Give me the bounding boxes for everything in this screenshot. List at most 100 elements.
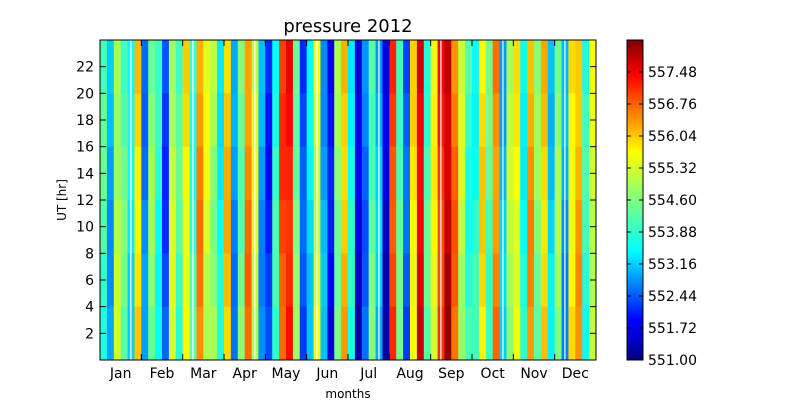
y-tick-label: 20 bbox=[76, 86, 94, 102]
heatmap-cell bbox=[465, 253, 473, 308]
heatmap-cell bbox=[492, 40, 501, 94]
y-tick-label: 16 bbox=[76, 140, 94, 156]
heatmap-cell bbox=[141, 200, 149, 254]
heatmap-cell bbox=[534, 200, 542, 254]
heatmap-cell bbox=[148, 306, 156, 360]
heatmap-cell bbox=[492, 306, 501, 360]
y-tick-label: 22 bbox=[76, 60, 94, 76]
heatmap-cell bbox=[568, 253, 576, 308]
heatmap-cell bbox=[155, 146, 163, 201]
heatmap-cell bbox=[430, 253, 439, 308]
heatmap-cell bbox=[465, 306, 473, 360]
x-tick-label: Apr bbox=[233, 366, 257, 382]
heatmap-cell bbox=[244, 40, 253, 94]
heatmap-cell bbox=[134, 306, 142, 360]
heatmap-cell bbox=[410, 253, 418, 308]
colorbar-tick-label: 551.00 bbox=[648, 353, 697, 369]
heatmap-cell bbox=[113, 146, 122, 201]
heatmap-cell bbox=[506, 306, 514, 360]
heatmap-cell bbox=[348, 146, 356, 201]
missing-data-gap bbox=[316, 40, 318, 360]
heatmap-cell bbox=[334, 146, 342, 201]
heatmap-cell bbox=[472, 306, 480, 360]
heatmap-cell bbox=[320, 146, 328, 201]
heatmap-cell bbox=[389, 146, 397, 201]
heatmap-cell bbox=[520, 40, 528, 94]
heatmap-cell bbox=[162, 40, 170, 94]
heatmap-cell bbox=[492, 93, 501, 148]
heatmap-cell bbox=[423, 40, 432, 94]
heatmap-cell bbox=[423, 306, 432, 360]
heatmap-cell bbox=[547, 200, 556, 254]
heatmap-cell bbox=[547, 306, 556, 360]
x-tick-label: Oct bbox=[481, 366, 506, 382]
heatmap-cell bbox=[162, 146, 170, 201]
heatmap-cell bbox=[389, 40, 397, 94]
heatmap-cell bbox=[106, 93, 115, 148]
heatmap-cell bbox=[230, 306, 239, 360]
heatmap-cell bbox=[224, 253, 232, 308]
heatmap-cell bbox=[540, 200, 549, 254]
heatmap-cell bbox=[520, 146, 528, 201]
heatmap-cell bbox=[492, 200, 501, 254]
heatmap-cell bbox=[196, 93, 204, 148]
colorbar-axis: 551.00 551.72 552.44 553.16 553.88 554.60 555.… bbox=[627, 65, 697, 369]
heatmap-cell bbox=[292, 146, 301, 201]
heatmap-cell bbox=[162, 306, 170, 360]
heatmap-cell bbox=[348, 93, 356, 148]
heatmap-cell bbox=[217, 253, 225, 308]
heatmap-cell bbox=[299, 306, 308, 360]
heatmap-cell bbox=[155, 40, 163, 94]
heatmap-cell bbox=[582, 306, 590, 360]
heatmap-cell bbox=[148, 93, 156, 148]
heatmap-cell bbox=[155, 306, 163, 360]
y-tick-label: 6 bbox=[85, 273, 94, 289]
heatmap-cell bbox=[554, 306, 563, 360]
heatmap-cell bbox=[141, 146, 149, 201]
colorbar-tick-label: 553.88 bbox=[648, 225, 697, 241]
heatmap-cell bbox=[320, 253, 328, 308]
heatmap-cell bbox=[292, 200, 301, 254]
heatmap-cell bbox=[182, 146, 191, 201]
heatmap-cell bbox=[182, 306, 191, 360]
heatmap-cell bbox=[513, 146, 521, 201]
heatmap-cell bbox=[106, 306, 115, 360]
heatmap-cell bbox=[534, 40, 542, 94]
heatmap-cell bbox=[382, 146, 390, 201]
heatmap-cell bbox=[106, 200, 115, 254]
heatmap-cell bbox=[230, 93, 239, 148]
heatmap-cell bbox=[348, 200, 356, 254]
x-tick-label: Jan bbox=[109, 366, 132, 382]
heatmap-cell bbox=[540, 253, 549, 308]
heatmap-cell bbox=[286, 200, 294, 254]
heatmap-cell bbox=[162, 253, 170, 308]
heatmap-cell bbox=[396, 306, 404, 360]
heatmap-cell bbox=[485, 253, 494, 308]
heatmap-cell bbox=[244, 253, 253, 308]
heatmap-cell bbox=[237, 200, 246, 254]
heatmap-cell bbox=[120, 93, 129, 148]
heatmap-cells bbox=[100, 40, 596, 360]
heatmap-cell bbox=[196, 200, 204, 254]
heatmap-cell bbox=[547, 146, 556, 201]
heatmap-cell bbox=[148, 40, 156, 94]
heatmap-cell bbox=[368, 200, 377, 254]
heatmap-cell bbox=[513, 200, 521, 254]
heatmap-cell bbox=[423, 146, 432, 201]
heatmap-cell bbox=[141, 40, 149, 94]
heatmap-cell bbox=[527, 253, 535, 308]
heatmap-cell bbox=[120, 253, 129, 308]
heatmap-cell bbox=[478, 200, 487, 254]
heatmap-cell bbox=[244, 93, 253, 148]
heatmap-cell bbox=[396, 146, 404, 201]
heatmap-cell bbox=[306, 253, 315, 308]
heatmap-cell bbox=[575, 40, 583, 94]
heatmap-cell bbox=[547, 93, 556, 148]
heatmap-cell bbox=[134, 200, 142, 254]
heatmap-cell bbox=[230, 40, 239, 94]
heatmap-cell bbox=[575, 253, 583, 308]
heatmap-cell bbox=[244, 146, 253, 201]
heatmap-cell bbox=[368, 306, 377, 360]
heatmap-cell bbox=[106, 253, 115, 308]
x-tick-label: May bbox=[272, 366, 301, 382]
